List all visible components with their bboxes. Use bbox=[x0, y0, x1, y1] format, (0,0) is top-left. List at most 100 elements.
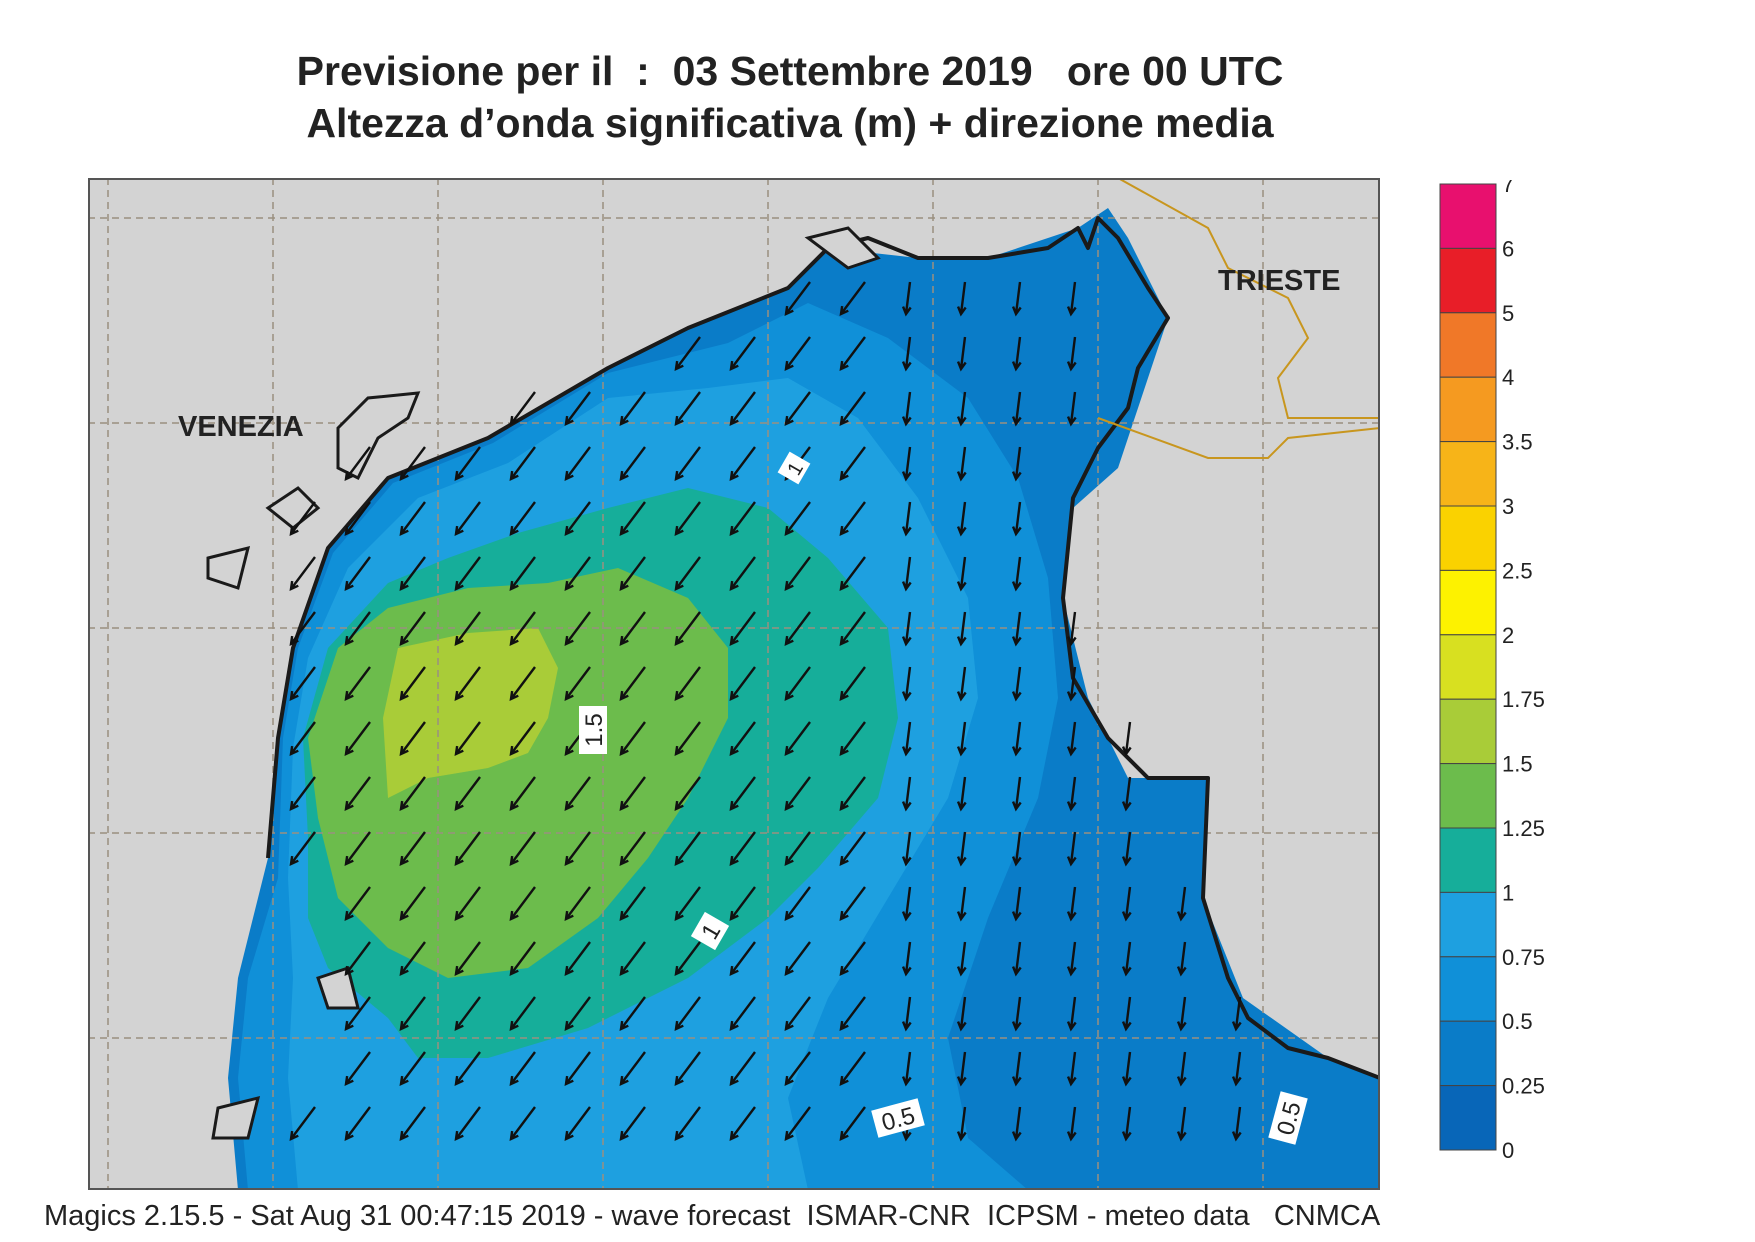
legend-label: 1 bbox=[1502, 880, 1514, 905]
wave-arrow bbox=[344, 721, 371, 757]
wave-arrow bbox=[674, 1106, 701, 1142]
wave-arrow bbox=[509, 776, 536, 812]
wave-arrow bbox=[399, 831, 426, 867]
legend-label: 2 bbox=[1502, 623, 1514, 648]
wave-arrow bbox=[509, 1051, 536, 1087]
wave-arrow bbox=[564, 776, 591, 812]
wave-arrow bbox=[729, 446, 756, 482]
wave-arrow bbox=[901, 556, 912, 592]
contour-label-0-5-east: 0.5 bbox=[1268, 1091, 1308, 1145]
legend-label: 1.5 bbox=[1502, 752, 1533, 777]
wave-arrow bbox=[839, 391, 866, 427]
wave-arrow bbox=[1011, 941, 1022, 977]
wave-arrow bbox=[344, 886, 371, 922]
wave-arrow bbox=[1011, 831, 1022, 867]
wave-arrow bbox=[674, 446, 701, 482]
wave-arrow bbox=[901, 831, 912, 867]
gulf-of-trieste-island bbox=[804, 226, 881, 270]
wave-arrow bbox=[674, 501, 701, 537]
wave-arrow bbox=[784, 1106, 811, 1142]
wave-arrow bbox=[399, 1051, 426, 1087]
wave-arrow bbox=[454, 611, 481, 647]
wave-arrow bbox=[901, 666, 912, 702]
wave-arrow bbox=[956, 1051, 967, 1087]
wave-arrow bbox=[509, 886, 536, 922]
wave-arrow bbox=[399, 611, 426, 647]
contour-label-1-5: 1.5 bbox=[579, 706, 608, 754]
wave-arrow bbox=[674, 996, 701, 1032]
wave-arrow bbox=[509, 831, 536, 867]
wave-arrow bbox=[901, 281, 912, 317]
wave-arrow bbox=[1011, 556, 1022, 592]
wave-arrow bbox=[344, 446, 371, 482]
wave-arrow bbox=[956, 886, 967, 922]
wave-arrow bbox=[509, 1106, 536, 1142]
wave-arrow bbox=[509, 556, 536, 592]
wave-arrow bbox=[289, 666, 316, 702]
wave-arrow bbox=[509, 446, 536, 482]
wave-arrow bbox=[956, 776, 967, 812]
wave-arrow bbox=[564, 996, 591, 1032]
wave-arrow bbox=[619, 941, 646, 977]
wave-arrow bbox=[344, 996, 371, 1032]
wave-arrow bbox=[619, 886, 646, 922]
wave-arrow bbox=[956, 336, 967, 372]
wave-arrow bbox=[956, 501, 967, 537]
legend-swatch bbox=[1439, 376, 1497, 443]
wave-arrow bbox=[839, 776, 866, 812]
wave-arrow bbox=[784, 336, 811, 372]
wave-arrow bbox=[344, 666, 371, 702]
legend-label: 1.75 bbox=[1502, 687, 1545, 712]
legend-label: 5 bbox=[1502, 301, 1514, 326]
wave-arrow bbox=[344, 941, 371, 977]
wave-arrow bbox=[784, 721, 811, 757]
wave-arrow bbox=[901, 501, 912, 537]
wave-arrow bbox=[956, 611, 967, 647]
wave-arrow bbox=[839, 336, 866, 372]
wave-arrow bbox=[564, 1106, 591, 1142]
wave-arrow bbox=[619, 721, 646, 757]
wave-arrow bbox=[784, 886, 811, 922]
wave-band-1-5 bbox=[383, 628, 558, 798]
wave-arrow bbox=[399, 1106, 426, 1142]
wave-arrow bbox=[399, 886, 426, 922]
wave-arrow bbox=[454, 831, 481, 867]
wave-arrow bbox=[956, 996, 967, 1032]
wave-arrow bbox=[729, 1106, 756, 1142]
wave-arrow bbox=[674, 666, 701, 702]
wave-arrow bbox=[289, 556, 316, 592]
wave-arrow bbox=[901, 1051, 912, 1087]
wave-arrow bbox=[674, 556, 701, 592]
wave-arrow bbox=[399, 501, 426, 537]
legend-label: 4 bbox=[1502, 365, 1514, 390]
legend-swatch bbox=[1439, 634, 1497, 700]
wave-arrow bbox=[729, 1051, 756, 1087]
wave-arrow bbox=[619, 446, 646, 482]
wave-arrow bbox=[509, 666, 536, 702]
wave-arrow bbox=[454, 556, 481, 592]
wave-arrow bbox=[289, 831, 316, 867]
legend-swatch bbox=[1439, 763, 1497, 829]
wave-arrow bbox=[289, 501, 316, 537]
wave-arrow bbox=[729, 886, 756, 922]
legend-label: 3.5 bbox=[1502, 430, 1533, 455]
wave-arrow bbox=[1066, 1106, 1077, 1142]
wave-arrow bbox=[729, 996, 756, 1032]
wave-arrow bbox=[784, 611, 811, 647]
wave-arrow bbox=[784, 281, 811, 317]
wave-arrow bbox=[399, 666, 426, 702]
wave-arrow bbox=[956, 391, 967, 427]
wave-arrow bbox=[344, 831, 371, 867]
legend-label: 0.75 bbox=[1502, 945, 1545, 970]
wave-arrow bbox=[1121, 1051, 1132, 1087]
wave-arrow bbox=[784, 831, 811, 867]
wave-arrow bbox=[729, 776, 756, 812]
wave-arrow bbox=[1231, 996, 1242, 1032]
wave-arrow bbox=[956, 941, 967, 977]
wave-arrow bbox=[1121, 1106, 1132, 1142]
legend-swatch bbox=[1439, 247, 1497, 314]
wave-arrow bbox=[454, 941, 481, 977]
wave-arrow bbox=[674, 831, 701, 867]
legend-label: 0.5 bbox=[1502, 1009, 1533, 1034]
wave-arrow bbox=[1121, 721, 1132, 757]
